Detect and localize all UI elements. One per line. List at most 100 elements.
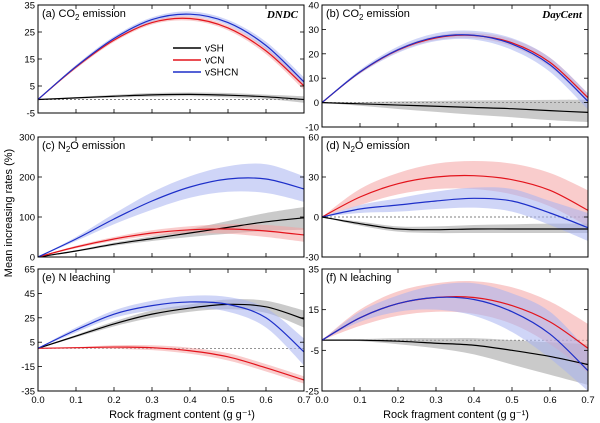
frame-f	[321, 268, 589, 392]
ytick-label-b: -10	[305, 123, 319, 134]
frame-b	[321, 4, 589, 128]
band-vSH-f	[322, 337, 588, 385]
xtick-label-e: 0.7	[297, 395, 310, 406]
band-vSHCN-c	[38, 163, 304, 257]
line-vCN-c	[38, 228, 304, 257]
xtick-label-f: 0.0	[315, 395, 328, 406]
ytick-label-c: 0	[30, 253, 35, 264]
model-label-a: DNDC	[266, 9, 299, 21]
ytick-label-c: 100	[19, 213, 35, 224]
line-vSH-f	[322, 339, 588, 366]
band-vSHCN-f	[322, 282, 588, 391]
ytick-label-d: -30	[305, 253, 319, 264]
line-vSH-a	[38, 93, 304, 101]
ytick-label-b: 30	[308, 25, 319, 36]
x-axis-label-left: Rock fragment content (g g⁻¹)	[109, 409, 255, 421]
legend-label-vCN: vCN	[205, 56, 224, 67]
panel-title-a: (a) CO2 emission	[42, 8, 126, 22]
ytick-label-a: -5	[27, 109, 35, 120]
ytick-label-f: 15	[308, 305, 319, 316]
xtick-label-e: 0.1	[69, 395, 82, 406]
line-vSHCN-d	[322, 197, 588, 229]
plot-area-e	[38, 295, 304, 384]
xtick-label-e: 0.0	[31, 395, 44, 406]
ytick-label-f: 35	[308, 265, 319, 276]
xtick-label-e: 0.4	[183, 395, 196, 406]
line-vCN-a	[38, 17, 304, 100]
panel-title-c: (c) N2O emission	[42, 140, 125, 154]
legend-label-vSHCN: vSHCN	[205, 68, 238, 79]
band-vCN-d	[322, 161, 588, 227]
line-vSHCN-b	[322, 34, 588, 104]
line-vCN-d	[322, 174, 588, 218]
xtick-label-e: 0.3	[145, 395, 158, 406]
line-vSHCN-c	[38, 177, 304, 257]
ytick-label-b: 20	[308, 49, 319, 60]
ytick-label-e: -15	[21, 362, 35, 373]
band-vCN-c	[38, 224, 304, 257]
plot-area-b	[322, 30, 588, 123]
ytick-label-d: 60	[308, 133, 319, 144]
frame-d	[321, 136, 589, 258]
panel-b: -10 0 10 20 30 40 (b) CO2 emission DayCent	[305, 1, 589, 134]
ytick-label-e: 5	[30, 338, 35, 349]
band-vSHCN-d	[322, 187, 588, 241]
xtick-label-e: 0.2	[107, 395, 120, 406]
plot-area-d	[322, 161, 588, 241]
panel-title-e: (e) N leaching	[42, 272, 110, 284]
ytick-label-d: 0	[314, 213, 319, 224]
panel-title-f: (f) N leaching	[326, 272, 391, 284]
ytick-label-b: 10	[308, 74, 319, 85]
ytick-label-e: 25	[24, 313, 35, 324]
panel-f: -25 -5 15 35 0.0 0.1 0.2 0.3 0.4 0.5 0.6 0.7 (f) N l…	[305, 265, 594, 407]
ytick-label-e: 45	[24, 289, 35, 300]
ytick-label-f: -25	[305, 387, 319, 398]
model-label-b: DayCent	[541, 9, 583, 21]
band-vCN-a	[38, 16, 304, 100]
ytick-label-d: 30	[308, 173, 319, 184]
band-vSH-c	[38, 207, 304, 257]
xtick-label-f: 0.1	[353, 395, 366, 406]
xtick-label-f: 0.3	[429, 395, 442, 406]
plot-area-a	[38, 11, 304, 103]
xtick-label-f: 0.4	[467, 395, 480, 406]
xtick-label-f: 0.5	[505, 395, 518, 406]
ytick-label-e: 65	[24, 265, 35, 276]
ytick-label-a: 5	[30, 82, 35, 93]
y-axis-label: Mean increasing rates (%)	[3, 149, 15, 277]
ytick-label-a: 25	[24, 28, 35, 39]
x-axis-label-right: Rock fragment content (g g⁻¹)	[383, 409, 529, 421]
line-vCN-e	[38, 346, 304, 381]
frame-c	[37, 136, 305, 258]
xtick-label-f: 0.2	[391, 395, 404, 406]
ytick-label-b: 0	[314, 98, 319, 109]
xtick-label-f: 0.7	[581, 395, 594, 406]
line-vSHCN-e	[38, 301, 304, 353]
band-vSHCN-b	[322, 30, 588, 110]
band-vSH-e	[38, 299, 304, 349]
panel-e: -35 -15 5 25 45 65 0.0 0.1 0.2 0.3 0.4 0.5 0.6 0.7 (e)…	[21, 265, 310, 407]
frame-e	[37, 268, 305, 392]
line-vSH-e	[38, 303, 304, 349]
xtick-label-f: 0.6	[543, 395, 556, 406]
line-vSHCN-a	[38, 13, 304, 100]
ytick-label-c: 200	[19, 173, 35, 184]
panel-d: -30 0 30 60 (d) N2O emission	[305, 133, 589, 264]
ytick-label-c: 300	[19, 133, 35, 144]
legend-label-vSH: vSH	[205, 44, 224, 55]
panel-c: 0 100 200 300 (c) N2O emission	[19, 133, 305, 264]
band-vCN-e	[38, 344, 304, 384]
ytick-label-f: -5	[311, 346, 319, 357]
ytick-label-a: 15	[24, 55, 35, 66]
plot-area-f	[322, 280, 588, 391]
ytick-label-e: -35	[21, 387, 35, 398]
panel-title-d: (d) N2O emission	[326, 140, 410, 154]
line-vSH-b	[322, 102, 588, 113]
panels: -5 5 15 25 35 (a) CO2 emission DNDC vSHvCNvSHCN…	[19, 1, 594, 407]
line-vSH-c	[38, 217, 304, 257]
xtick-label-e: 0.5	[221, 395, 234, 406]
line-vSH-d	[322, 216, 588, 231]
